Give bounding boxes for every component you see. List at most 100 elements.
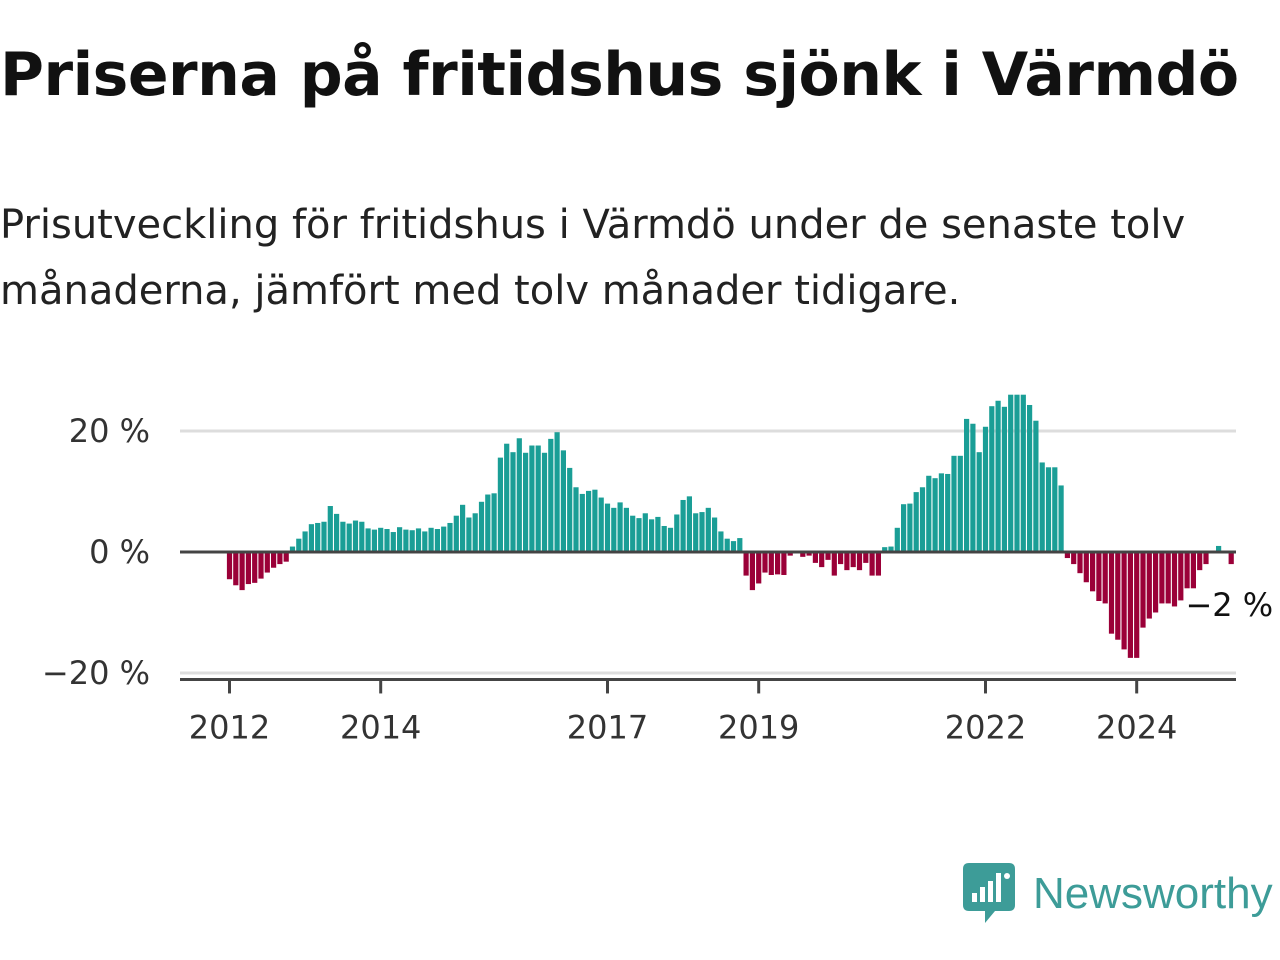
bar xyxy=(1184,552,1190,589)
bar xyxy=(901,504,907,552)
bar xyxy=(1190,552,1196,589)
bar xyxy=(1008,394,1014,552)
bar xyxy=(346,523,352,552)
bar xyxy=(567,467,573,552)
bar xyxy=(718,531,724,552)
bar xyxy=(1197,552,1203,571)
bar xyxy=(1071,552,1077,565)
bar xyxy=(825,552,831,560)
bar xyxy=(1159,552,1165,604)
bar xyxy=(800,552,806,557)
bar xyxy=(844,552,850,571)
bar xyxy=(743,552,749,576)
bar xyxy=(806,552,812,556)
bar xyxy=(359,521,365,552)
x-tick-label: 2019 xyxy=(718,708,799,746)
bar xyxy=(680,499,686,552)
bar xyxy=(1001,406,1007,552)
bar xyxy=(327,506,333,552)
bar xyxy=(775,552,781,575)
y-tick-label: −20 % xyxy=(42,654,150,692)
bar xyxy=(1153,552,1159,613)
newsworthy-logo: Newsworthy xyxy=(963,862,1273,926)
bar xyxy=(938,473,944,552)
bar xyxy=(1020,394,1026,552)
bar xyxy=(1045,467,1052,552)
bar xyxy=(352,520,359,552)
bar xyxy=(957,455,963,552)
bar xyxy=(403,529,409,552)
bar xyxy=(441,526,447,552)
bar xyxy=(579,493,585,552)
bar xyxy=(749,552,755,591)
bar xyxy=(302,531,308,552)
bar xyxy=(762,552,768,573)
bar xyxy=(945,473,951,552)
bar xyxy=(642,513,648,552)
bar xyxy=(340,521,346,552)
bar xyxy=(976,452,982,552)
x-tick-label: 2017 xyxy=(567,708,648,746)
bar xyxy=(737,538,743,552)
bar xyxy=(1096,552,1102,602)
bar xyxy=(1052,467,1058,552)
bar xyxy=(384,529,390,552)
bar xyxy=(516,438,522,552)
bar xyxy=(712,517,718,552)
bar xyxy=(913,492,919,552)
bar xyxy=(970,423,976,552)
bar xyxy=(239,552,245,591)
bar xyxy=(277,552,283,565)
bar xyxy=(705,507,711,552)
y-tick-label: 0 % xyxy=(89,533,150,571)
bar xyxy=(296,538,302,552)
bar xyxy=(863,552,869,563)
bar xyxy=(1115,552,1121,640)
bar xyxy=(907,503,913,552)
bar xyxy=(523,452,529,552)
bar xyxy=(409,530,415,552)
bar xyxy=(1014,394,1020,552)
bar xyxy=(264,552,270,573)
bar xyxy=(573,487,579,552)
bar xyxy=(667,527,674,552)
bar xyxy=(1064,552,1070,559)
bar xyxy=(894,527,900,552)
bar xyxy=(781,552,787,575)
bar xyxy=(560,450,566,552)
bar xyxy=(1203,552,1209,565)
bar xyxy=(586,490,592,552)
bar xyxy=(233,552,239,586)
bar xyxy=(434,529,440,552)
bar xyxy=(258,552,264,579)
bar xyxy=(529,445,535,552)
bar xyxy=(951,455,957,552)
bar xyxy=(1228,552,1234,565)
bar xyxy=(611,507,617,552)
bar xyxy=(724,538,730,552)
brand-name: Newsworthy xyxy=(1033,869,1273,918)
bar xyxy=(535,445,541,552)
bar xyxy=(491,493,497,552)
bar xyxy=(630,515,636,552)
bar xyxy=(365,528,371,552)
bar xyxy=(397,527,403,552)
bar xyxy=(1216,545,1222,552)
bar xyxy=(1058,485,1064,552)
bar xyxy=(548,438,554,552)
bar xyxy=(541,452,548,552)
bar xyxy=(831,552,837,576)
bar xyxy=(768,552,774,575)
bar xyxy=(371,529,377,552)
bar xyxy=(1178,552,1184,601)
x-tick-label: 2022 xyxy=(945,708,1026,746)
bar xyxy=(1140,552,1146,628)
bar xyxy=(1134,552,1140,658)
bar xyxy=(245,552,251,585)
bar xyxy=(686,496,692,552)
bar xyxy=(308,524,314,552)
bar xyxy=(485,494,491,552)
x-tick-label: 2014 xyxy=(340,708,421,746)
bar xyxy=(428,527,434,552)
bar xyxy=(460,504,466,552)
